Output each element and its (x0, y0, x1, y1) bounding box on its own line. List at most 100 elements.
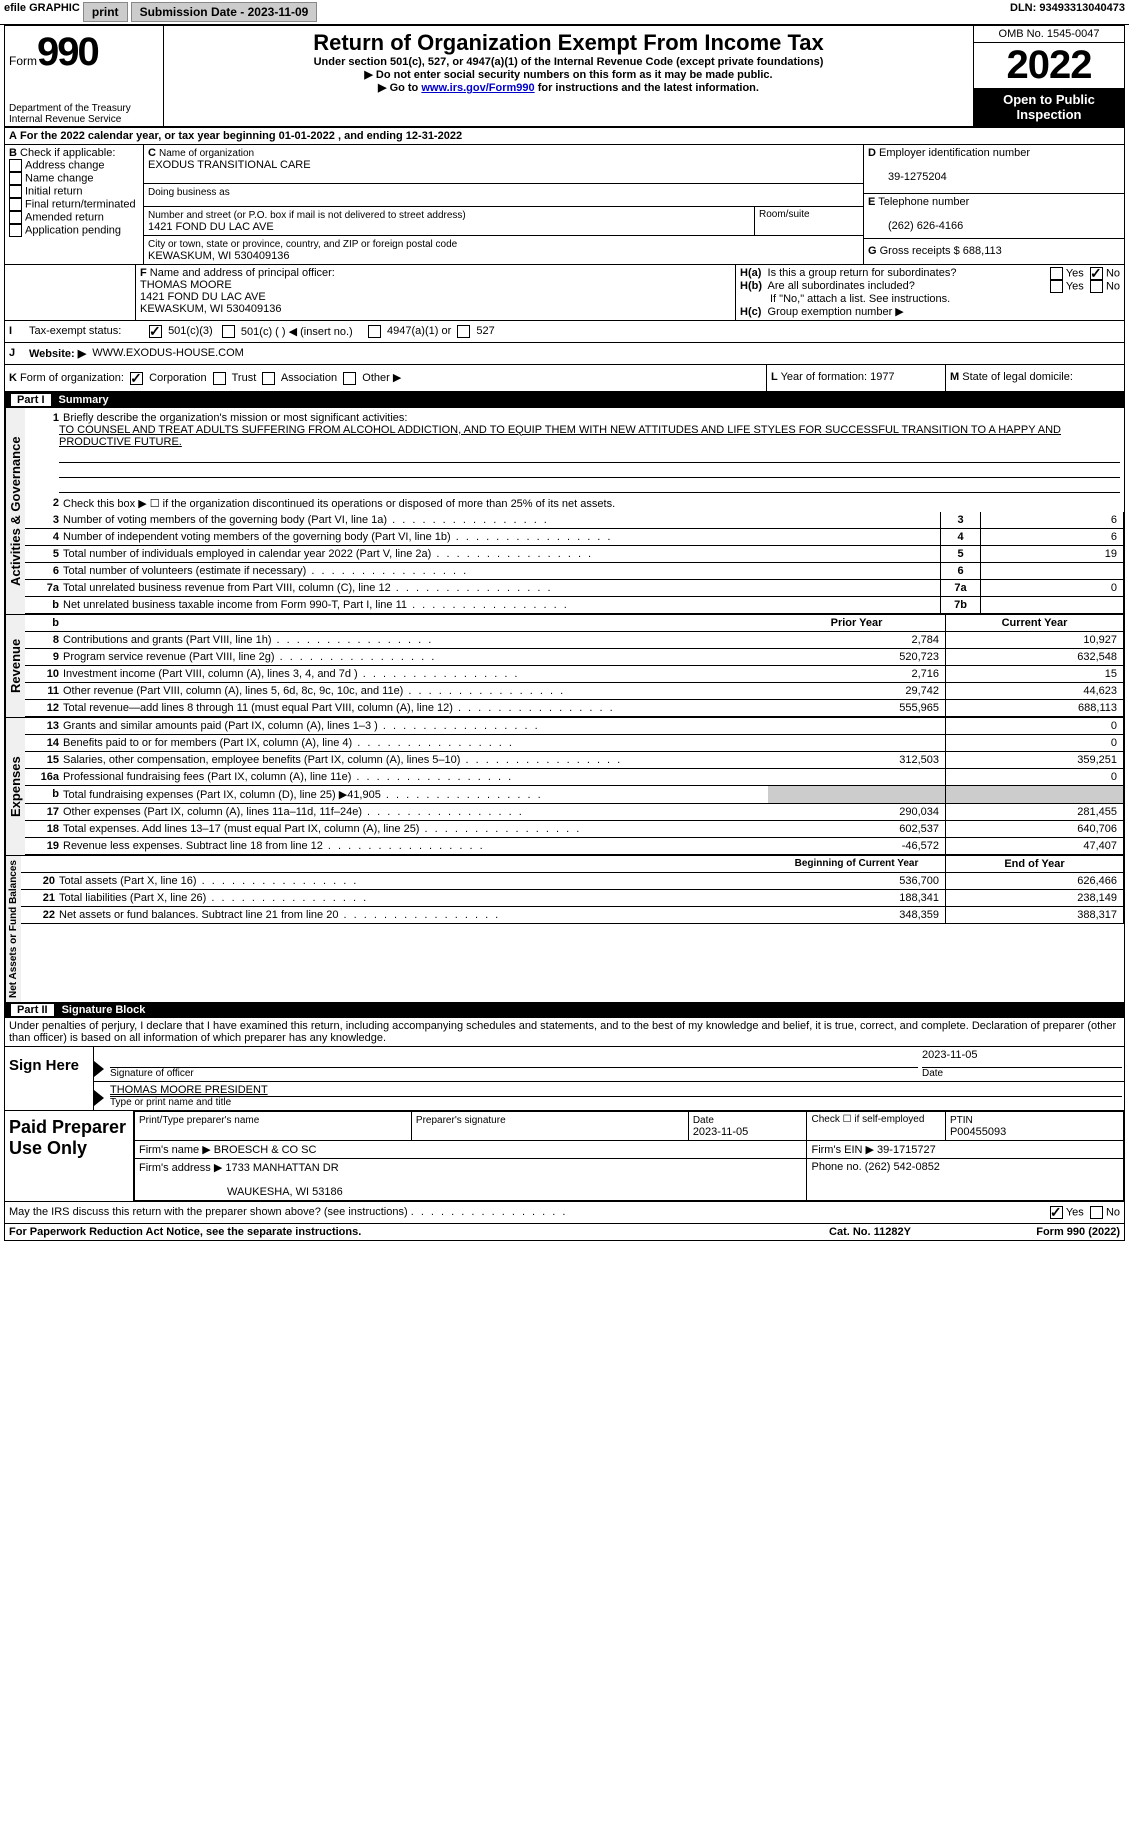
firm-phone: (262) 542-0852 (865, 1161, 940, 1173)
form-number: 990 (37, 30, 98, 75)
501c3-checkbox[interactable] (149, 325, 162, 338)
data-row: 8Contributions and grants (Part VIII, li… (25, 632, 1124, 649)
gov-row: 6Total number of volunteers (estimate if… (25, 563, 1124, 580)
section-klm: K Form of organization: Corporation Trus… (5, 365, 1124, 392)
section-i: I Tax-exempt status: 501(c)(3) 501(c) ( … (5, 321, 1124, 343)
telephone: (262) 626-4166 (868, 220, 963, 232)
gov-label: Activities & Governance (5, 408, 25, 614)
form990-link[interactable]: www.irs.gov/Form990 (421, 82, 534, 94)
dept-treasury: Department of the Treasury (9, 103, 159, 114)
header-center: Return of Organization Exempt From Incom… (164, 26, 973, 126)
ein: 39-1275204 (868, 171, 947, 183)
final-return-checkbox[interactable] (9, 198, 22, 211)
org-city: KEWASKUM, WI 530409136 (148, 250, 289, 262)
ha-no-checkbox[interactable] (1090, 267, 1103, 280)
data-row: 11Other revenue (Part VIII, column (A), … (25, 683, 1124, 700)
section-b: B Check if applicable: Address change Na… (5, 145, 144, 264)
data-row: 20Total assets (Part X, line 16)536,7006… (21, 873, 1124, 890)
part-ii-header: Part II Signature Block (5, 1002, 1124, 1018)
exp-label: Expenses (5, 718, 25, 855)
form-header: Form 990 Department of the Treasury Inte… (5, 26, 1124, 128)
firm-ein: 39-1715727 (877, 1144, 936, 1156)
submission-date-button[interactable]: Submission Date - 2023-11-09 (131, 2, 318, 22)
activities-governance: Activities & Governance 1Briefly describ… (5, 408, 1124, 615)
501c-checkbox[interactable] (222, 325, 235, 338)
irs-label: Internal Revenue Service (9, 114, 159, 125)
org-name: EXODUS TRANSITIONAL CARE (148, 159, 311, 171)
sign-here-label: Sign Here (5, 1047, 93, 1110)
section-deg: D Employer identification number 39-1275… (863, 145, 1124, 264)
org-street: 1421 FOND DU LAC AVE (148, 221, 274, 233)
association-checkbox[interactable] (262, 372, 275, 385)
name-change-checkbox[interactable] (9, 172, 22, 185)
year-formation: 1977 (870, 371, 894, 383)
entity-block: B Check if applicable: Address change Na… (5, 145, 1124, 265)
sign-here-block: Sign Here Signature of officer 2023-11-0… (5, 1047, 1124, 1111)
top-bar: efile GRAPHIC print Submission Date - 20… (0, 0, 1129, 25)
section-h: H(a) Is this a group return for subordin… (735, 265, 1124, 320)
dln-label: DLN: 93493313040473 (1010, 2, 1125, 22)
website: WWW.EXODUS-HOUSE.COM (92, 347, 244, 360)
form-ref: Form 990 (2022) (970, 1226, 1120, 1238)
gov-row: 4Number of independent voting members of… (25, 529, 1124, 546)
header-right: OMB No. 1545-0047 2022 Open to Public In… (973, 26, 1124, 126)
initial-return-checkbox[interactable] (9, 185, 22, 198)
print-button[interactable]: print (83, 2, 128, 22)
4947-checkbox[interactable] (368, 325, 381, 338)
line-a: A For the 2022 calendar year, or tax yea… (5, 128, 1124, 145)
data-row: bTotal fundraising expenses (Part IX, co… (25, 786, 1124, 804)
gov-row: bNet unrelated business taxable income f… (25, 597, 1124, 614)
sign-date: 2023-11-05 (922, 1049, 1122, 1067)
gov-row: 7aTotal unrelated business revenue from … (25, 580, 1124, 597)
corporation-checkbox[interactable] (130, 372, 143, 385)
paid-preparer-block: Paid Preparer Use Only Print/Type prepar… (5, 1111, 1124, 1202)
column-headers: b Prior Year Current Year (25, 615, 1124, 632)
amended-return-checkbox[interactable] (9, 211, 22, 224)
data-row: 10Investment income (Part VIII, column (… (25, 666, 1124, 683)
cat-no: Cat. No. 11282Y (770, 1226, 970, 1238)
data-row: 19Revenue less expenses. Subtract line 1… (25, 838, 1124, 855)
net-column-headers: Beginning of Current Year End of Year (21, 856, 1124, 873)
gov-row: 5Total number of individuals employed in… (25, 546, 1124, 563)
data-row: 14Benefits paid to or for members (Part … (25, 735, 1124, 752)
address-change-checkbox[interactable] (9, 159, 22, 172)
revenue-section: Revenue b Prior Year Current Year 8Contr… (5, 615, 1124, 718)
page-footer: For Paperwork Reduction Act Notice, see … (5, 1224, 1124, 1240)
part-i-header: Part I Summary (5, 392, 1124, 408)
form-label: Form (9, 54, 37, 68)
form-990: Form 990 Department of the Treasury Inte… (4, 25, 1125, 1241)
hb-no-checkbox[interactable] (1090, 280, 1103, 293)
trust-checkbox[interactable] (213, 372, 226, 385)
data-row: 21Total liabilities (Part X, line 26)188… (21, 890, 1124, 907)
data-row: 22Net assets or fund balances. Subtract … (21, 907, 1124, 924)
efile-label: efile GRAPHIC (4, 2, 80, 22)
form-subtitle: Under section 501(c), 527, or 4947(a)(1)… (170, 56, 967, 68)
firm-address: 1733 MANHATTAN DR (225, 1162, 338, 1174)
other-checkbox[interactable] (343, 372, 356, 385)
section-fh: F Name and address of principal officer:… (5, 265, 1124, 321)
data-row: 17Other expenses (Part IX, column (A), l… (25, 804, 1124, 821)
net-assets-section: Net Assets or Fund Balances Beginning of… (5, 856, 1124, 1002)
section-f: F Name and address of principal officer:… (136, 265, 735, 320)
preparer-table: Print/Type preparer's name Preparer's si… (134, 1111, 1124, 1201)
discuss-no-checkbox[interactable] (1090, 1206, 1103, 1219)
data-row: 13Grants and similar amounts paid (Part … (25, 718, 1124, 735)
paid-preparer-label: Paid Preparer Use Only (5, 1111, 133, 1201)
tax-year: 2022 (974, 43, 1124, 88)
open-to-public: Open to Public Inspection (974, 88, 1124, 126)
gross-receipts: 688,113 (963, 245, 1002, 257)
application-pending-checkbox[interactable] (9, 224, 22, 237)
officer-name: THOMAS MOORE (140, 279, 232, 291)
data-row: 16aProfessional fundraising fees (Part I… (25, 769, 1124, 786)
header-left: Form 990 Department of the Treasury Inte… (5, 26, 164, 126)
hb-yes-checkbox[interactable] (1050, 280, 1063, 293)
527-checkbox[interactable] (457, 325, 470, 338)
discuss-yes-checkbox[interactable] (1050, 1206, 1063, 1219)
expenses-section: Expenses 13Grants and similar amounts pa… (5, 718, 1124, 856)
data-row: 12Total revenue—add lines 8 through 11 (… (25, 700, 1124, 717)
omb-number: OMB No. 1545-0047 (974, 26, 1124, 43)
form-title: Return of Organization Exempt From Incom… (170, 30, 967, 56)
data-row: 15Salaries, other compensation, employee… (25, 752, 1124, 769)
ha-yes-checkbox[interactable] (1050, 267, 1063, 280)
data-row: 9Program service revenue (Part VIII, lin… (25, 649, 1124, 666)
